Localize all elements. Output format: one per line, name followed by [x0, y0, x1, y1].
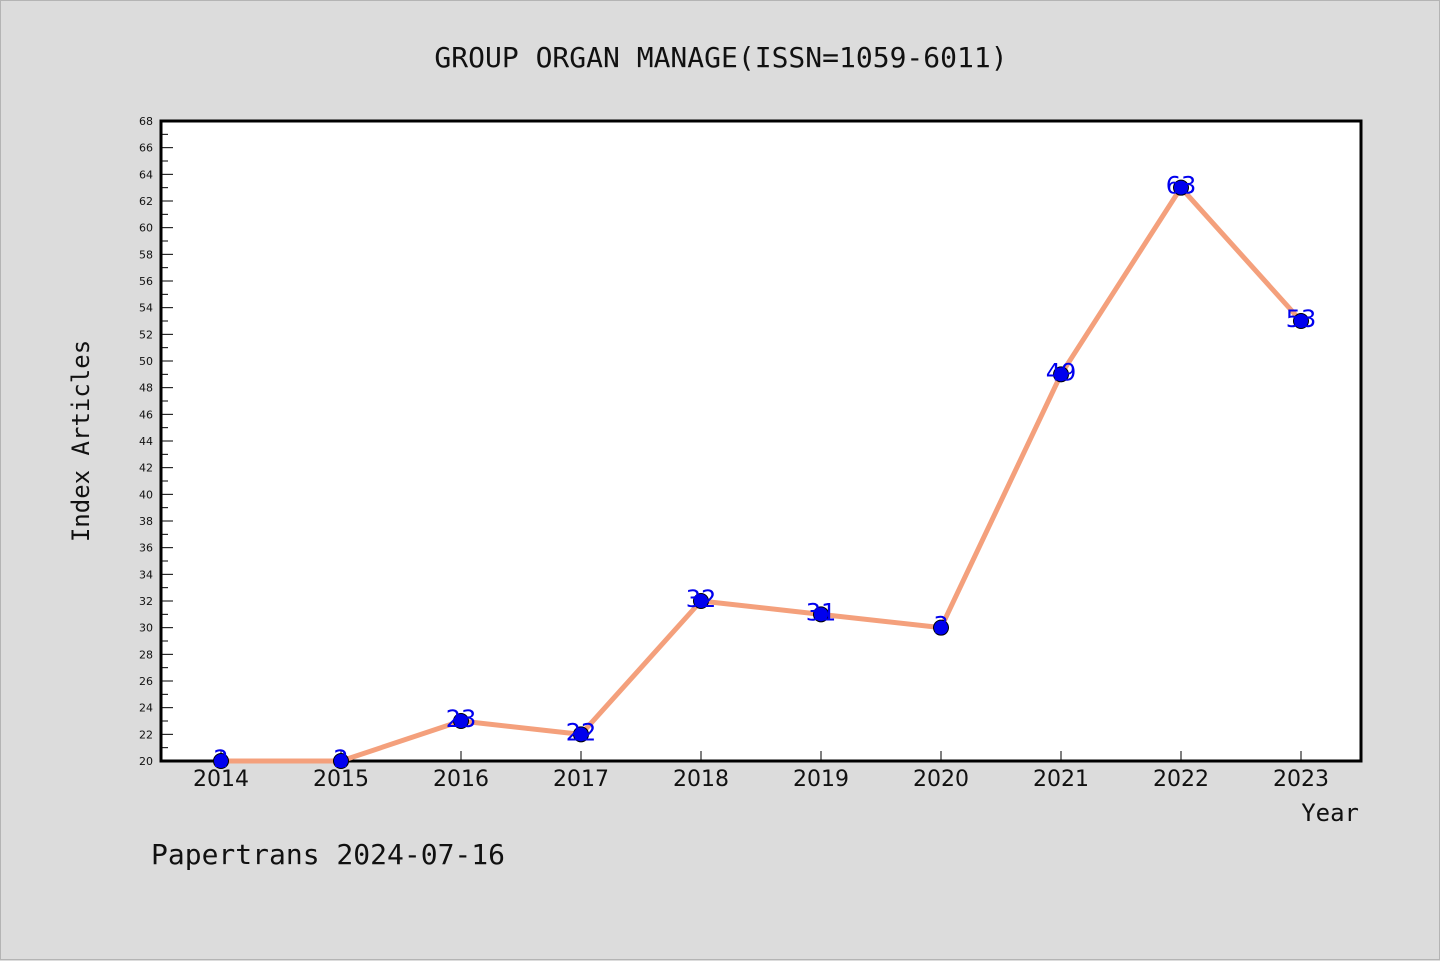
y-tick-label: 44: [139, 435, 153, 448]
plot-area: [159, 119, 1363, 763]
data-label: 31: [806, 598, 837, 626]
y-tick-label: 22: [139, 728, 153, 741]
y-tick-label: 50: [139, 355, 153, 368]
x-tick-label: 2022: [1153, 767, 1209, 792]
x-tick-label: 2016: [433, 767, 489, 792]
x-tick-label: 2023: [1273, 767, 1329, 792]
y-tick-label: 58: [139, 248, 153, 261]
data-label: 22: [566, 718, 597, 746]
y-tick-label: 54: [139, 302, 153, 315]
data-point: [1053, 366, 1069, 383]
y-tick-label: 28: [139, 648, 153, 661]
y-tick-label: 42: [139, 462, 153, 475]
y-tick-label: 52: [139, 328, 153, 341]
x-tick-label: 2019: [793, 767, 849, 792]
y-tick-label: 62: [139, 195, 153, 208]
footer-text: Papertrans 2024-07-16: [151, 838, 505, 871]
x-tick-label: 2021: [1033, 767, 1089, 792]
y-tick-label: 24: [139, 702, 153, 715]
y-tick-label: 26: [139, 675, 153, 688]
x-tick-label: 2020: [913, 767, 969, 792]
data-point: [1293, 313, 1309, 329]
data-point: [573, 726, 589, 743]
data-point: [453, 713, 469, 729]
y-tick-label: 32: [139, 595, 153, 608]
x-tick-label: 2017: [553, 767, 609, 792]
data-point: [213, 753, 229, 769]
data-label: 23: [446, 705, 477, 733]
data-point: [333, 753, 349, 769]
y-tick-label: 68: [139, 115, 153, 128]
y-axis-ticks: 20 22 24 26 28 30 32 34 36 38 40 42 44 46 48 50 52 54 56 58…: [139, 115, 173, 768]
chart-title: GROUP ORGAN MANAGE(ISSN=1059-6011): [434, 41, 1007, 74]
data-point: [693, 593, 709, 609]
data-label: 53: [1286, 305, 1317, 333]
data-label: 49: [1046, 358, 1077, 386]
data-label: 3: [933, 612, 948, 640]
data-point: [1173, 179, 1189, 196]
y-tick-label: 20: [139, 755, 153, 768]
y-tick-label: 64: [139, 168, 153, 181]
y-tick-label: 48: [139, 382, 153, 395]
y-tick-label: 56: [139, 275, 153, 288]
y-tick-label: 66: [139, 142, 153, 155]
data-label: 2: [333, 745, 348, 773]
x-axis-label: Year: [1301, 799, 1359, 827]
data-label: 2: [213, 745, 228, 773]
y-tick-label: 46: [139, 408, 153, 421]
y-tick-label: 60: [139, 222, 153, 235]
y-tick-label: 40: [139, 488, 153, 501]
data-label: 63: [1166, 172, 1197, 200]
x-tick-label: 2014: [193, 767, 249, 792]
y-tick-label: 34: [139, 568, 153, 581]
data-point: [933, 619, 949, 636]
x-tick-label: 2015: [313, 767, 369, 792]
y-tick-label: 36: [139, 542, 153, 555]
data-label: 32: [686, 585, 717, 613]
x-tick-label: 2018: [673, 767, 729, 792]
y-axis-label: Index Articles: [67, 340, 95, 542]
data-point: [813, 606, 829, 623]
x-axis-ticks: 2014 2015 2016 2017 2018 2019 2020 2021 2022 2023: [193, 751, 1329, 792]
y-tick-label: 38: [139, 515, 153, 528]
y-tick-label: 30: [139, 622, 153, 635]
series-line: [218, 185, 1304, 764]
